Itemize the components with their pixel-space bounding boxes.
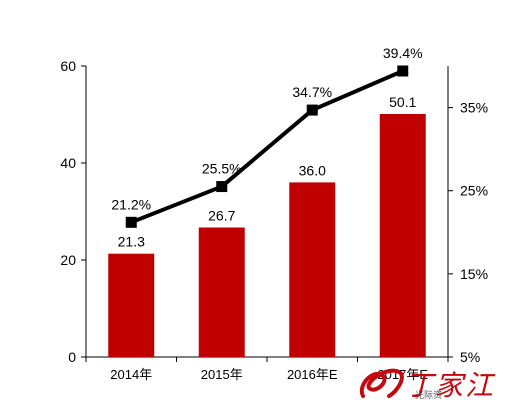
line-data-label: 34.7% bbox=[292, 84, 332, 100]
bar-data-label: 26.7 bbox=[208, 208, 235, 224]
bar bbox=[198, 227, 245, 357]
watermark-subtext: 光际资 bbox=[415, 391, 443, 401]
watermark-text: 丁家江 bbox=[405, 369, 496, 402]
x-axis-tick-label: 2015年 bbox=[201, 367, 243, 382]
right-axis-tick-label: 35% bbox=[460, 100, 488, 116]
bar bbox=[108, 253, 155, 357]
left-axis-tick-label: 40 bbox=[60, 155, 76, 171]
x-axis-tick-label: 2016年E bbox=[287, 367, 338, 382]
line-point-marker bbox=[125, 216, 137, 228]
left-axis-tick-label: 20 bbox=[60, 252, 76, 268]
line-point-marker bbox=[306, 104, 318, 116]
watermark-swirl-icon bbox=[359, 368, 404, 398]
line-data-label: 21.2% bbox=[111, 196, 151, 212]
line-series bbox=[130, 69, 404, 225]
bar-data-label: 50.1 bbox=[389, 94, 416, 110]
bar-data-label: 21.3 bbox=[118, 234, 145, 250]
right-axis-tick-label: 15% bbox=[460, 266, 488, 282]
line-point-marker bbox=[216, 181, 228, 193]
bar-data-label: 36.0 bbox=[299, 162, 326, 178]
left-axis-tick-label: 0 bbox=[68, 349, 76, 365]
right-axis-tick-label: 5% bbox=[460, 349, 480, 365]
x-axis-tick-label: 2014年 bbox=[110, 367, 152, 382]
left-axis-tick-label: 60 bbox=[60, 58, 76, 74]
right-axis-tick-label: 25% bbox=[460, 183, 488, 199]
watermark-logo: 丁家江 光际资 bbox=[353, 362, 503, 406]
bar bbox=[289, 182, 336, 357]
bar bbox=[379, 114, 426, 357]
line-data-label: 25.5% bbox=[202, 161, 242, 177]
line-data-label: 39.4% bbox=[383, 45, 423, 61]
line-point-marker bbox=[397, 65, 409, 77]
